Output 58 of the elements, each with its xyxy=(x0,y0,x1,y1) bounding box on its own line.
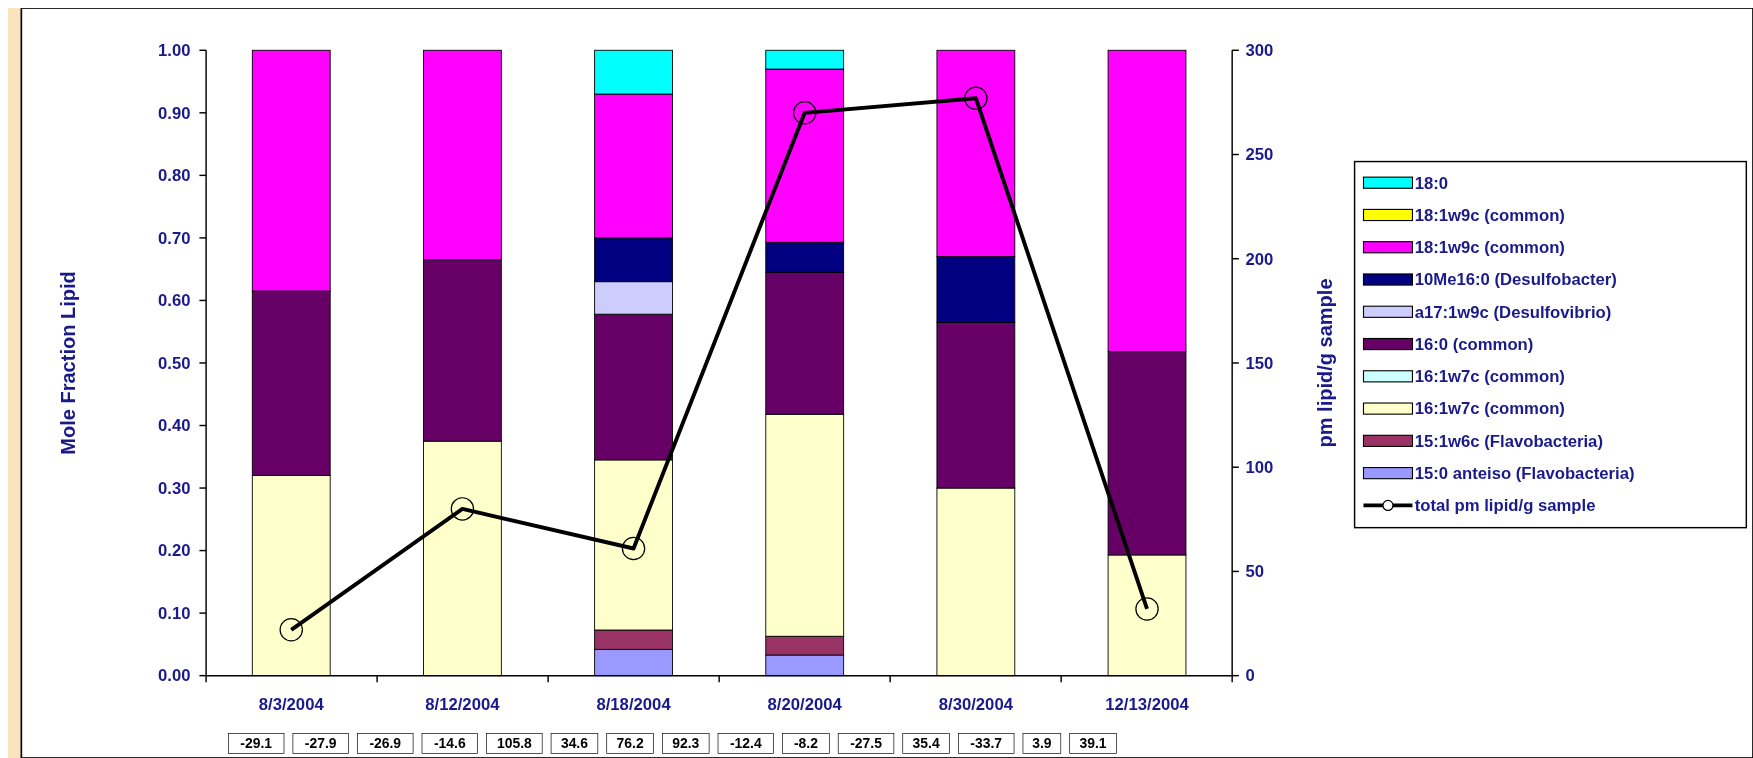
text: -12.4 xyxy=(729,735,762,752)
text: 34.6 xyxy=(560,735,589,752)
y-tick-label: 0.10 xyxy=(158,603,191,623)
x-tick-label: 12/13/2004 xyxy=(1105,695,1190,715)
x-tick-label: 8/20/2004 xyxy=(767,695,843,715)
legend-label: 16:1w7c (common) xyxy=(1414,367,1565,387)
y2-tick-label: 0 xyxy=(1245,666,1255,686)
y-tick-label: 0.30 xyxy=(158,478,191,498)
text: 105.8 xyxy=(496,735,533,752)
x-tick-label: 8/30/2004 xyxy=(938,695,1014,715)
y-tick-label: 0.20 xyxy=(158,541,191,561)
y2-axis-title: pm lipid/g sample xyxy=(1314,278,1337,448)
y-tick-label: 0.60 xyxy=(158,291,191,311)
text: 35.4 xyxy=(912,735,940,752)
text: -27.9 xyxy=(304,735,337,752)
x-tick-label: 8/12/2004 xyxy=(425,695,501,715)
legend-label: 16:1w7c (common) xyxy=(1414,399,1565,419)
text: -27.5 xyxy=(850,735,883,752)
text: -26.9 xyxy=(369,735,402,752)
legend-label: 15:1w6c (Flavobacteria) xyxy=(1414,431,1603,451)
y-axis-title: Mole Fraction Lipid xyxy=(56,271,79,455)
legend-label: a17:1w9c (Desulfovibrio) xyxy=(1414,302,1612,322)
point xyxy=(792,101,817,125)
text: 39.1 xyxy=(1079,735,1107,752)
y2-tick-label: 50 xyxy=(1245,562,1265,582)
y-tick-label: 1.00 xyxy=(158,41,191,61)
point xyxy=(450,497,475,521)
y2-tick-label: 100 xyxy=(1245,458,1274,478)
y-tick-label: 0.80 xyxy=(158,166,191,186)
legend-label: 15:0 anteiso (Flavobacteria) xyxy=(1414,463,1635,483)
text: -8.2 xyxy=(793,735,819,752)
legend-label: total pm lipid/g sample xyxy=(1414,496,1596,516)
y-tick-label: 0.40 xyxy=(158,416,191,436)
text: -14.6 xyxy=(433,735,466,752)
legend-label: 18:0 xyxy=(1414,173,1449,193)
text: 3.9 xyxy=(1032,735,1052,752)
legend-label: 16:0 (common) xyxy=(1414,334,1534,354)
text: 92.3 xyxy=(672,735,700,752)
text: -29.1 xyxy=(240,735,273,752)
point xyxy=(964,86,988,110)
x-tick-label: 8/18/2004 xyxy=(596,695,672,715)
y-tick-label: 0.50 xyxy=(158,353,191,373)
y-tick-label: 0.70 xyxy=(158,228,191,248)
y-tick-label: 0.00 xyxy=(158,666,191,686)
legend-label: 18:1w9c (common) xyxy=(1414,238,1565,258)
y2-tick-label: 150 xyxy=(1245,353,1274,373)
point xyxy=(1135,597,1159,621)
text: -33.7 xyxy=(970,735,1003,752)
point xyxy=(279,618,303,642)
point xyxy=(621,536,646,561)
y2-tick-label: 200 xyxy=(1245,249,1274,269)
text: 76.2 xyxy=(616,735,644,752)
x-tick-label: 8/3/2004 xyxy=(258,695,325,715)
y-tick-label: 0.90 xyxy=(158,103,191,123)
legend-label: 18:1w9c (common) xyxy=(1414,205,1565,225)
y2-tick-label: 250 xyxy=(1245,145,1274,165)
y2-tick-label: 300 xyxy=(1245,41,1274,61)
legend-label: 10Me16:0 (Desulfobacter) xyxy=(1414,270,1617,290)
